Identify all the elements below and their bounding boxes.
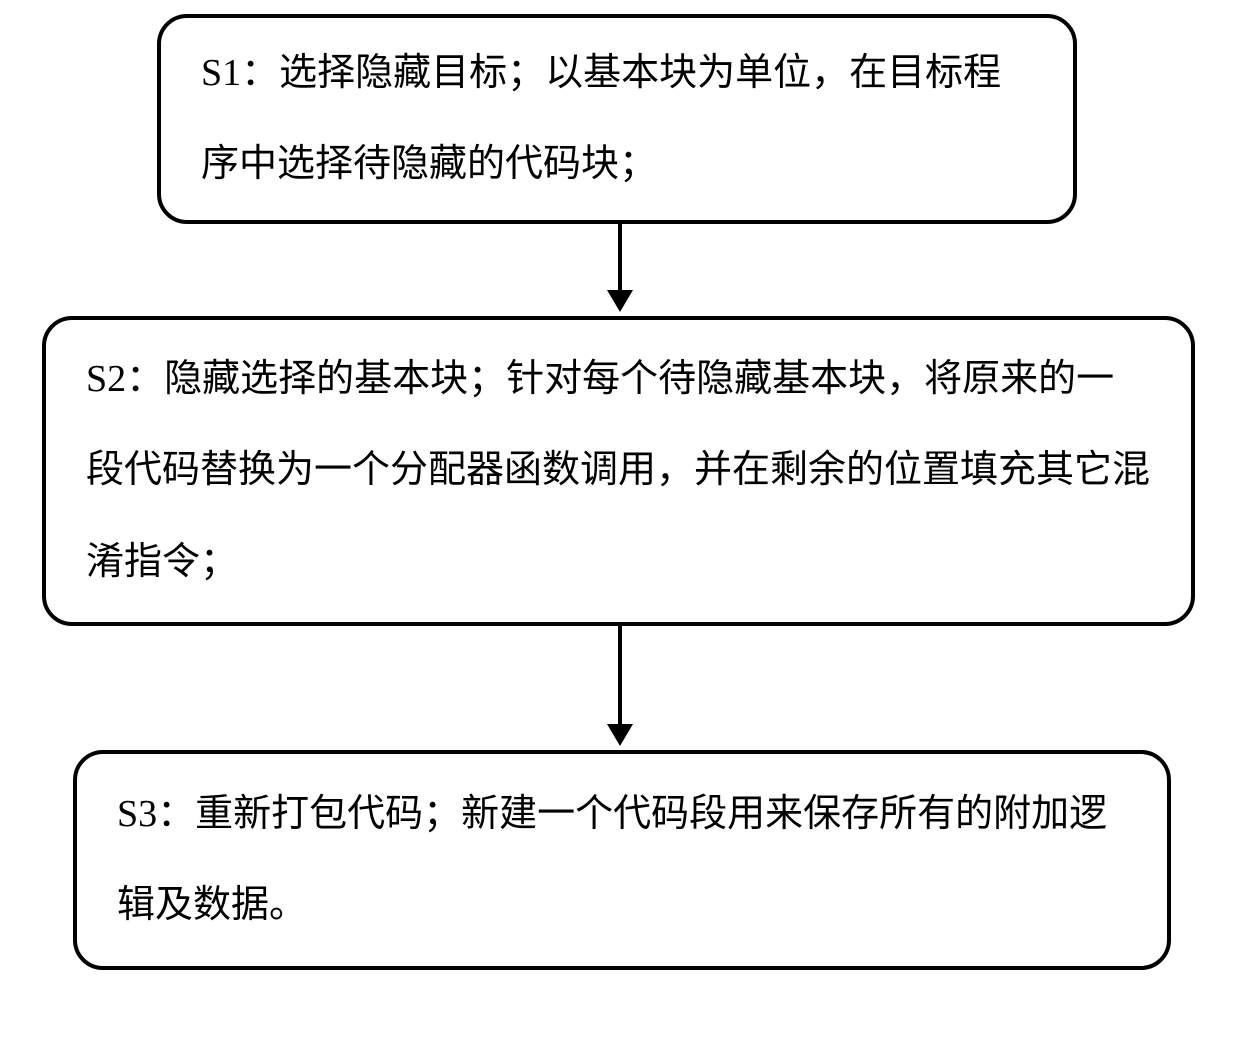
arrow-line [618, 224, 622, 292]
arrow-head-icon [607, 290, 633, 312]
arrow-head-icon [607, 724, 633, 746]
flowchart-node-s1: S1：选择隐藏目标；以基本块为单位，在目标程序中选择待隐藏的代码块； [157, 14, 1077, 224]
flowchart-node-s2: S2：隐藏选择的基本块；针对每个待隐藏基本块，将原来的一段代码替换为一个分配器函… [42, 316, 1195, 626]
arrow-line [618, 626, 622, 726]
flowchart-canvas: S1：选择隐藏目标；以基本块为单位，在目标程序中选择待隐藏的代码块； S2：隐藏… [0, 0, 1240, 1041]
flowchart-node-s3: S3：重新打包代码；新建一个代码段用来保存所有的附加逻辑及数据。 [73, 750, 1171, 970]
node-text: S2：隐藏选择的基本块；针对每个待隐藏基本块，将原来的一段代码替换为一个分配器函… [86, 334, 1151, 608]
flowchart-arrow-s2-s3 [618, 626, 622, 744]
flowchart-arrow-s1-s2 [618, 224, 622, 310]
node-text: S3：重新打包代码；新建一个代码段用来保存所有的附加逻辑及数据。 [117, 769, 1127, 951]
node-text: S1：选择隐藏目标；以基本块为单位，在目标程序中选择待隐藏的代码块； [201, 28, 1033, 210]
